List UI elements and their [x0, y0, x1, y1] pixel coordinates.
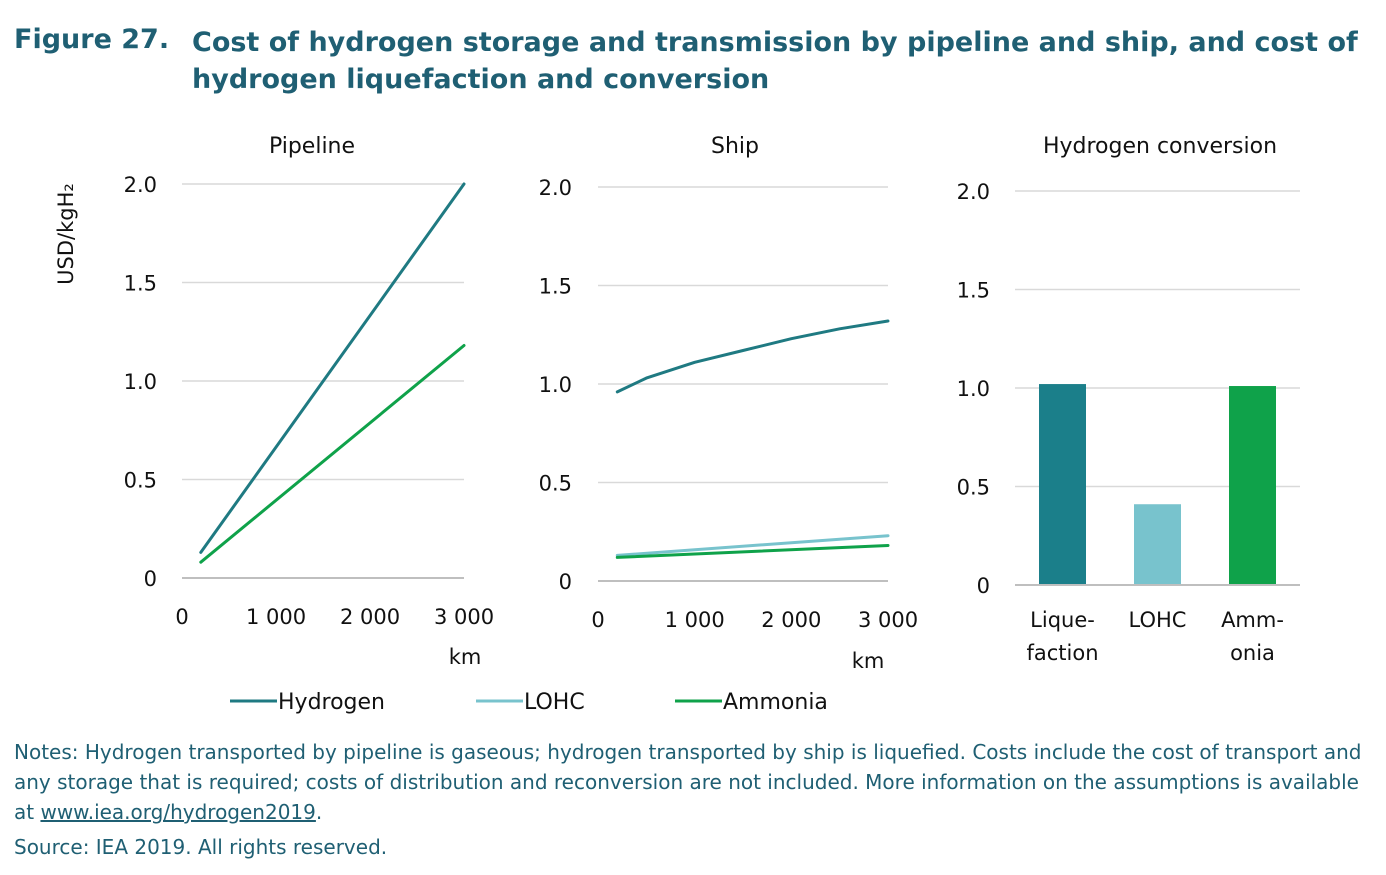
legend-label-1: LOHC	[524, 690, 585, 715]
y-tick-label-1-2: 1.0	[539, 373, 572, 397]
y-tick-label-2-0: 0	[977, 574, 990, 598]
bar-category-label-1-0: LOHC	[1129, 608, 1187, 632]
x-tick-label-0-0: 0	[175, 605, 188, 629]
bar-category-label-0-0: Lique-	[1030, 608, 1095, 632]
charts-canvas: Pipeline 0 0.5 1.0 1.5 2.0 USD/kgH₂ 0 1 000 2 000…	[54, 134, 1300, 715]
x-tick-label-1-0: 0	[591, 608, 604, 632]
panel-title-0: Pipeline	[269, 134, 355, 159]
x-tick-label-0-3: 3 000	[434, 605, 494, 629]
series-line-0-ammonia	[199, 344, 466, 564]
y-tick-label-1-0: 0	[559, 570, 572, 594]
y-tick-label-2-2: 1.0	[957, 377, 990, 401]
y-axis-label: USD/kgH₂	[54, 183, 78, 285]
x-tick-label-0-1: 1 000	[246, 605, 306, 629]
bar-0	[1039, 384, 1086, 584]
x-tick-label-1-1: 1 000	[665, 608, 725, 632]
bar-category-label-2-1: onia	[1230, 641, 1275, 665]
notes-link[interactable]: www.iea.org/hydrogen2019	[40, 800, 316, 824]
y-tick-label-2-4: 2.0	[957, 180, 990, 204]
panel-title-1: Ship	[711, 134, 759, 159]
y-tick-label-0-3: 1.5	[124, 272, 157, 296]
x-tick-label-1-3: 3 000	[858, 608, 918, 632]
y-tick-label-1-3: 1.5	[539, 275, 572, 299]
x-axis-label-1: km	[852, 649, 885, 673]
figure-title: Cost of hydrogen storage and transmissio…	[192, 27, 1358, 95]
bar-category-label-2-0: Amm-	[1221, 608, 1284, 632]
y-tick-label-0-0: 0	[144, 567, 157, 591]
bar-category-label-0-1: faction	[1026, 641, 1098, 665]
y-tick-label-2-3: 1.5	[957, 279, 990, 303]
source-text: Source: IEA 2019. All rights reserved.	[14, 835, 388, 859]
y-tick-label-1-4: 2.0	[539, 176, 572, 200]
legend-label-2: Ammonia	[723, 690, 828, 715]
series-line-1-hydrogen	[615, 319, 890, 394]
notes-end: .	[315, 800, 323, 824]
notes-text: Notes: Hydrogen transported by pipeline …	[14, 740, 1362, 824]
x-axis-label-0: km	[449, 645, 482, 669]
bar-1	[1134, 504, 1181, 584]
y-tick-label-2-1: 0.5	[957, 476, 990, 500]
y-tick-label-0-4: 2.0	[124, 173, 157, 197]
panel-title-2: Hydrogen conversion	[1043, 134, 1277, 159]
y-tick-label-0-1: 0.5	[124, 469, 157, 493]
series-line-1-ammonia	[615, 544, 890, 559]
bar-2	[1229, 386, 1276, 584]
series-line-0-hydrogen	[199, 182, 466, 554]
x-tick-label-1-2: 2 000	[761, 608, 821, 632]
series-line-1-lohc	[615, 534, 890, 557]
legend-label-0: Hydrogen	[278, 690, 385, 715]
notes: Notes: Hydrogen transported by pipeline …	[14, 737, 1374, 827]
figure-label: Figure 27.	[14, 24, 170, 55]
x-tick-label-0-2: 2 000	[340, 605, 400, 629]
y-tick-label-1-1: 0.5	[539, 472, 572, 496]
y-tick-label-0-2: 1.0	[124, 370, 157, 394]
